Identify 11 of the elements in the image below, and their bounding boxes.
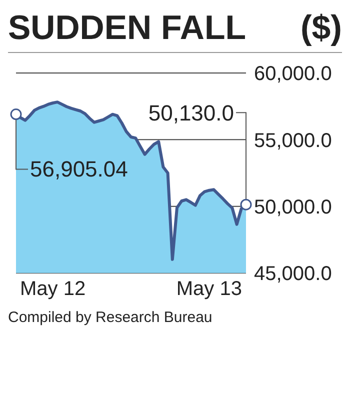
text: Compiled by Research Bureau — [8, 309, 214, 326]
annotation: 56,905.04 — [30, 156, 128, 182]
y-tick-label: 60,000.0 — [254, 63, 332, 86]
y-tick-label: 55,000.0 — [254, 130, 332, 152]
y-tick-label: 45,000.0 — [254, 263, 332, 286]
x-tick-label: May 13 — [176, 278, 242, 300]
y-tick-label: 50,000.0 — [254, 196, 332, 218]
annotation: 50,130.0 — [148, 100, 234, 126]
y-axis-title: ($) — [300, 8, 342, 48]
chart-title: SUDDEN FALL — [8, 8, 246, 48]
x-tick-label: May 12 — [20, 278, 86, 300]
